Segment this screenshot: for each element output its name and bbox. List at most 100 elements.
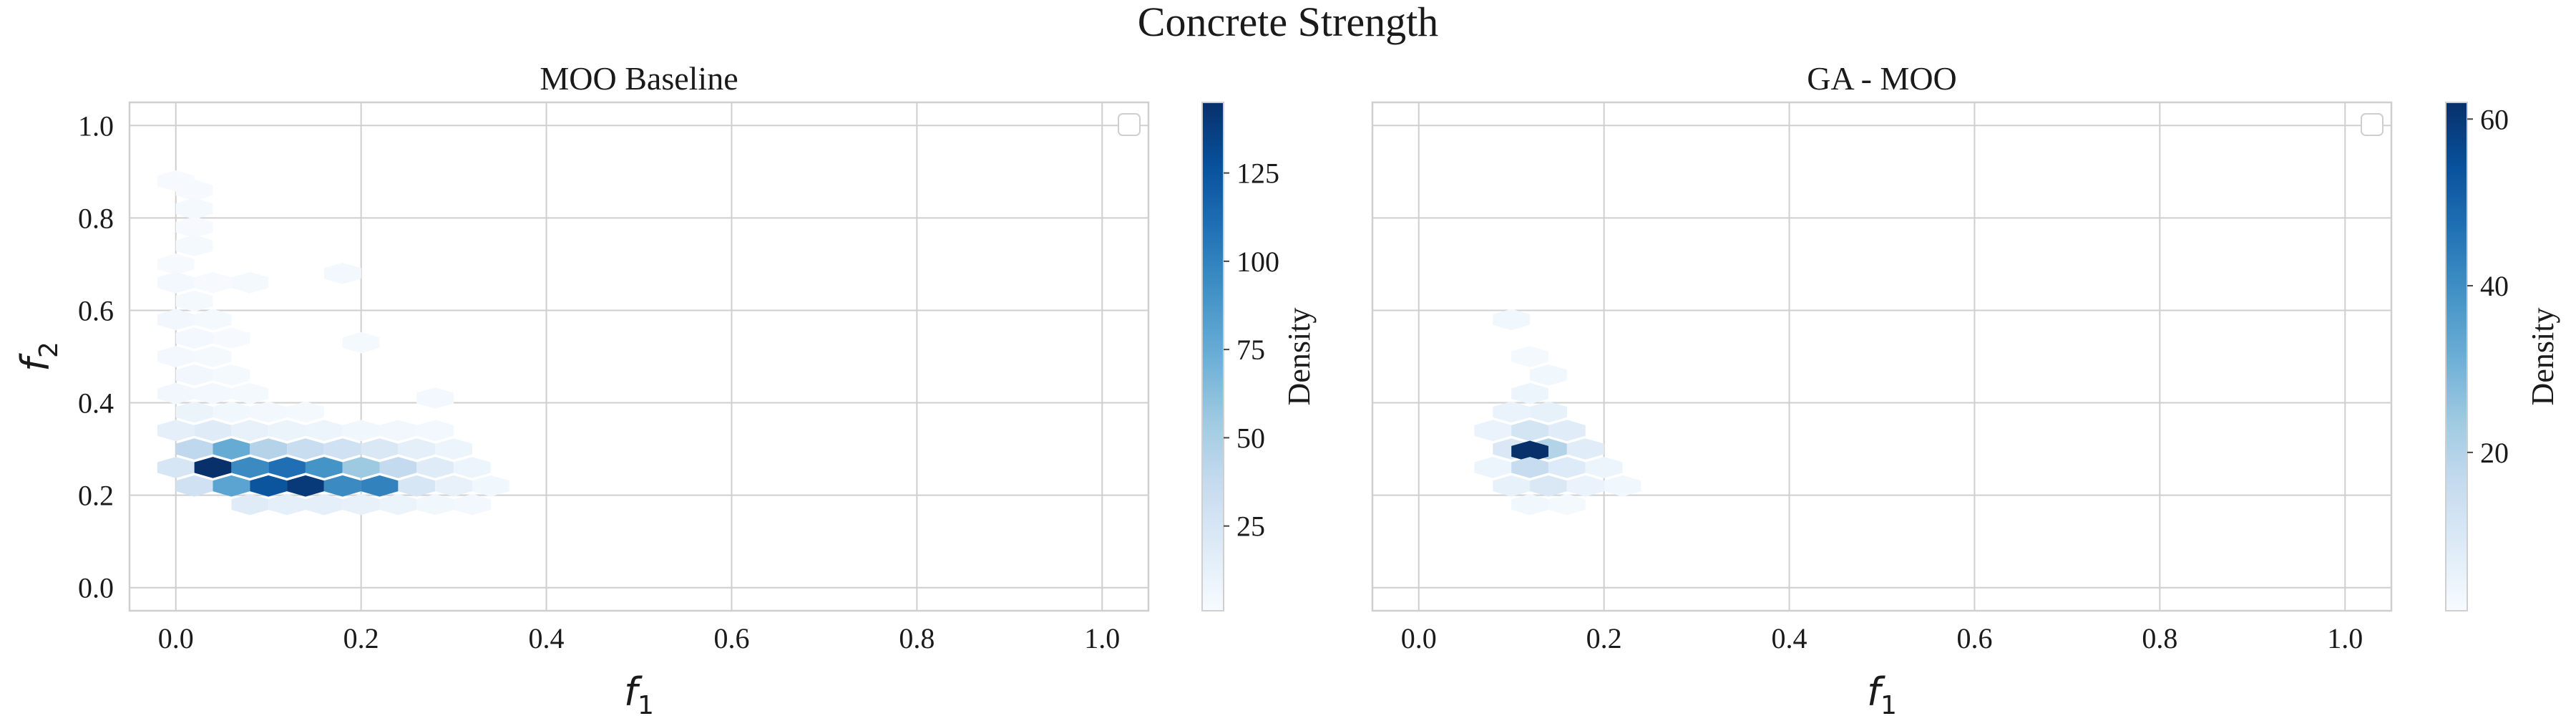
hexbin-cell bbox=[1530, 475, 1567, 497]
hexbin-cell bbox=[213, 327, 250, 349]
axes-frame bbox=[1371, 101, 2393, 612]
hexbin-cell bbox=[305, 457, 343, 478]
hexbin-cell bbox=[268, 493, 306, 516]
hexbin-cell bbox=[231, 382, 269, 405]
hexbin-cell bbox=[175, 290, 213, 312]
colorbar-tick-label: 20 bbox=[2480, 437, 2509, 469]
hexbin-cell bbox=[157, 253, 195, 275]
hexbin-cell bbox=[342, 332, 380, 354]
x-tick-label: 0.6 bbox=[713, 622, 749, 654]
x-tick-label: 0.2 bbox=[1586, 622, 1622, 654]
hexbin-cell bbox=[305, 493, 343, 516]
hexbin-cell bbox=[416, 457, 454, 478]
y-tick-label: 0.6 bbox=[78, 294, 114, 326]
hexbin-cell bbox=[1530, 401, 1567, 423]
hexbin-cell bbox=[379, 457, 417, 478]
hexbin-cell bbox=[1511, 493, 1548, 516]
hexbin-cell bbox=[379, 420, 417, 442]
x-tick-label: 0.4 bbox=[529, 622, 565, 654]
x-axis-label: f1 bbox=[1867, 669, 1897, 716]
subplot-title: MOO Baseline bbox=[540, 60, 738, 97]
hexbin-cell bbox=[250, 401, 288, 423]
hexbin-cell bbox=[435, 475, 472, 497]
hexbin-cell bbox=[213, 364, 250, 386]
hexbin-cell bbox=[1511, 382, 1548, 405]
hexbin-cell bbox=[472, 475, 509, 497]
hexbin-cell bbox=[250, 438, 288, 460]
hexbin-cell bbox=[231, 420, 269, 442]
hexbin-cell bbox=[231, 457, 269, 478]
hexbin-cell bbox=[342, 457, 380, 478]
hexbin-cell bbox=[1511, 457, 1548, 478]
hexbin-cell bbox=[323, 475, 361, 497]
x-tick-label: 0.8 bbox=[899, 622, 935, 654]
colorbar-tick-label: 40 bbox=[2480, 270, 2509, 302]
hexbin-cell bbox=[213, 475, 250, 497]
hexbin-cell bbox=[379, 493, 417, 516]
colorbar bbox=[2445, 102, 2468, 611]
colorbar bbox=[1201, 102, 1224, 611]
y-axis-label: f2 bbox=[13, 342, 64, 372]
hexbin-cell bbox=[323, 438, 361, 460]
hexbin-cell bbox=[213, 438, 250, 460]
hexbin-cell bbox=[213, 401, 250, 423]
hexbin-cell bbox=[361, 438, 399, 460]
hexbin-cell bbox=[157, 309, 195, 331]
hexbin-cell bbox=[323, 262, 361, 284]
hexbin-cell bbox=[157, 457, 195, 478]
hexbin-cell bbox=[1474, 457, 1512, 478]
x-tick-label: 0.0 bbox=[1401, 622, 1437, 654]
hexbin-cell bbox=[398, 475, 436, 497]
colorbar-label: Density bbox=[2525, 308, 2560, 406]
hexbin-cell bbox=[194, 420, 232, 442]
hexbin-cell bbox=[1548, 420, 1586, 442]
hexbin-cell bbox=[287, 401, 324, 423]
hexbin-cell bbox=[157, 382, 195, 405]
colorbar-tick-label: 50 bbox=[1236, 422, 1265, 454]
axes-frame bbox=[128, 101, 1150, 612]
y-tick-label: 1.0 bbox=[78, 110, 114, 142]
hexbin-cell bbox=[1530, 364, 1567, 386]
hexbin-cell bbox=[1585, 457, 1623, 478]
x-axis-label: f1 bbox=[624, 669, 654, 716]
panel-moo-baseline: MOO Baseline 0.0 0.2 0.4 0.6 0.8 1.0 0.0 0.2 0.4 0… bbox=[13, 60, 1317, 716]
colorbar-tick-label: 75 bbox=[1236, 334, 1265, 366]
hexbin-cell bbox=[305, 420, 343, 442]
hexbin-cell bbox=[157, 271, 195, 294]
hexbin-cell bbox=[194, 457, 232, 478]
x-tick-label: 1.0 bbox=[1084, 622, 1120, 654]
hexbin-cell bbox=[194, 346, 232, 367]
x-tick-label: 0.8 bbox=[2142, 622, 2177, 654]
hexbin-cell bbox=[1548, 457, 1586, 478]
hexbin-cell bbox=[175, 364, 213, 386]
hexbin-cell bbox=[231, 271, 269, 294]
hexbin-cell bbox=[175, 327, 213, 349]
hexbin-cell bbox=[1511, 346, 1548, 367]
hexbin-cell bbox=[1493, 401, 1531, 423]
hexbin-cell bbox=[398, 438, 436, 460]
legend-box bbox=[2361, 113, 2384, 136]
colorbar-tick-label: 100 bbox=[1236, 246, 1279, 278]
hexbin-cell bbox=[194, 309, 232, 331]
hexbin-cell bbox=[1566, 475, 1604, 497]
hexbin-cell bbox=[361, 475, 399, 497]
hexbin-cell bbox=[1474, 420, 1512, 442]
subplot-title: GA - MOO bbox=[1807, 60, 1957, 97]
hexbin-cell bbox=[416, 420, 454, 442]
hexbin-cell bbox=[175, 475, 213, 497]
y-axis-label-subscript: 2 bbox=[34, 342, 64, 358]
y-tick-label: 0.2 bbox=[78, 480, 114, 512]
hexbin-cell bbox=[287, 475, 324, 497]
plot-area bbox=[130, 102, 1148, 611]
hexbin-cell bbox=[175, 235, 213, 256]
hexbin-cell bbox=[287, 438, 324, 460]
y-tick-label: 0.8 bbox=[78, 202, 114, 234]
hexbin-cell bbox=[175, 198, 213, 220]
hexbin-cell bbox=[435, 438, 472, 460]
hexbin-cell bbox=[268, 457, 306, 478]
hexbin-cell bbox=[1566, 438, 1604, 460]
hexbin-cell bbox=[194, 382, 232, 405]
hexbin-cell bbox=[1604, 475, 1641, 497]
hexbin-cell bbox=[175, 216, 213, 238]
